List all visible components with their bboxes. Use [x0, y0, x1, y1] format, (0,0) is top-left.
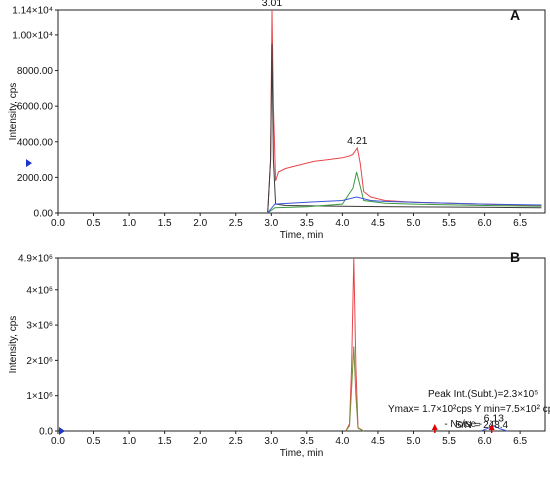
panel-a-chart: 0.0 0.5 1.0 1.5 2.0 2.5 3.0 3.5 4.0 4.5 5.0 5.5 6.0 6…	[8, 0, 546, 241]
x-tick-label: 4.5	[371, 218, 385, 229]
panel-b-y-axis-title: Intensity, cps	[8, 316, 19, 374]
panel-a-plot-frame	[57, 9, 546, 214]
x-tick-label: 2.0	[193, 218, 207, 229]
y-tick-label: 2×10⁶	[26, 356, 53, 367]
x-tick-label: 4.0	[335, 218, 349, 229]
y-tick-label: 0.00	[34, 209, 54, 220]
x-tick-label: 2.5	[229, 436, 243, 447]
x-tick-label: 6.5	[513, 436, 527, 447]
x-tick-label: 5.0	[407, 436, 421, 447]
series-line-3	[267, 196, 542, 214]
y-tick-label: 4.9×10⁶	[18, 254, 53, 265]
x-tick-label: 3.0	[264, 436, 278, 447]
peak-label: 6.13	[484, 413, 505, 425]
x-tick-label: 1.5	[158, 436, 172, 447]
series-line-2	[267, 171, 542, 214]
panel-b-plot-frame	[57, 257, 546, 432]
series-line-1	[345, 346, 364, 432]
panel-b-peak-labels: 6.13	[484, 413, 505, 425]
x-tick-label: 0.0	[51, 218, 65, 229]
y-tick-label: 3×10⁶	[26, 321, 53, 332]
panel-a-y-axis-title: Intensity, cps	[8, 83, 19, 141]
x-tick-label: 5.0	[407, 218, 421, 229]
panel-a-y-marker-icon	[26, 159, 32, 168]
y-tick-label: 0.0	[39, 427, 53, 438]
panel-b-x-axis-title: Time, min	[280, 448, 324, 459]
x-tick-label: 6.0	[478, 218, 492, 229]
x-tick-label: 4.5	[371, 436, 385, 447]
y-tick-label: 4000.00	[17, 137, 54, 148]
panel-a-ticks: 0.0 0.5 1.0 1.5 2.0 2.5 3.0 3.5 4.0 4.5 5.0 5.5 6.0 6…	[12, 6, 527, 230]
y-tick-label: 6000.00	[17, 102, 54, 113]
noise-arrow-icon	[431, 424, 438, 430]
x-tick-label: 1.0	[122, 218, 136, 229]
x-tick-label: 6.5	[513, 218, 527, 229]
x-tick-label: 2.0	[193, 436, 207, 447]
series-line-2	[480, 425, 508, 432]
y-tick-label: 4×10⁶	[26, 285, 53, 296]
x-tick-label: 5.5	[442, 218, 456, 229]
signal-to-noise-annotation: S/N = 248.4	[455, 420, 509, 431]
panel-b-y-marker-icon	[59, 427, 65, 435]
series-line-1	[267, 43, 542, 214]
panel-b-letter: B	[510, 249, 520, 265]
series-line-0	[267, 9, 542, 214]
y-tick-label: 8000.00	[17, 66, 54, 77]
x-tick-label: 6.0	[478, 436, 492, 447]
ymax-annotation: Ymax= 1.7×10²cps Y min=7.5×10² cps	[388, 404, 550, 415]
noise-label: - Noise -	[444, 419, 482, 430]
y-tick-label: 1×10⁶	[26, 391, 53, 402]
panel-a-series	[267, 9, 542, 214]
x-tick-label: 0.5	[87, 218, 101, 229]
noise-arrow-icon	[488, 424, 495, 430]
x-tick-label: 1.0	[122, 436, 136, 447]
x-tick-label: 3.0	[264, 218, 278, 229]
y-tick-label: 2000.00	[17, 173, 54, 184]
panel-a-peak-labels: 3.01 4.21	[262, 0, 368, 147]
panel-a-x-axis-title: Time, min	[280, 230, 324, 241]
y-tick-label: 1.00×10⁴	[12, 30, 53, 41]
x-tick-label: 3.5	[300, 436, 314, 447]
x-tick-label: 2.5	[229, 218, 243, 229]
peak-label: 3.01	[262, 0, 283, 9]
x-tick-label: 0.0	[51, 436, 65, 447]
x-tick-label: 0.5	[87, 436, 101, 447]
peak-label: 4.21	[347, 135, 368, 147]
x-tick-label: 5.5	[442, 436, 456, 447]
panel-a-letter: A	[510, 7, 520, 23]
series-line-0	[345, 257, 364, 432]
panel-b-ticks: 0.0 0.5 1.0 1.5 2.0 2.5 3.0 3.5 4.0 4.5 5.0 5.5 6.0 6…	[18, 254, 527, 448]
peak-int-annotation: Peak Int.(Subt.)=2.3×10⁵	[428, 389, 538, 400]
x-tick-label: 4.0	[335, 436, 349, 447]
panel-b-series	[345, 257, 508, 432]
noise-arrows	[431, 424, 495, 433]
y-tick-label: 1.14×10⁴	[12, 6, 53, 17]
x-tick-label: 3.5	[300, 218, 314, 229]
panel-b-chart: 0.0 0.5 1.0 1.5 2.0 2.5 3.0 3.5 4.0 4.5 5.0 5.5 6.0 6…	[8, 249, 550, 459]
x-tick-label: 1.5	[158, 218, 172, 229]
